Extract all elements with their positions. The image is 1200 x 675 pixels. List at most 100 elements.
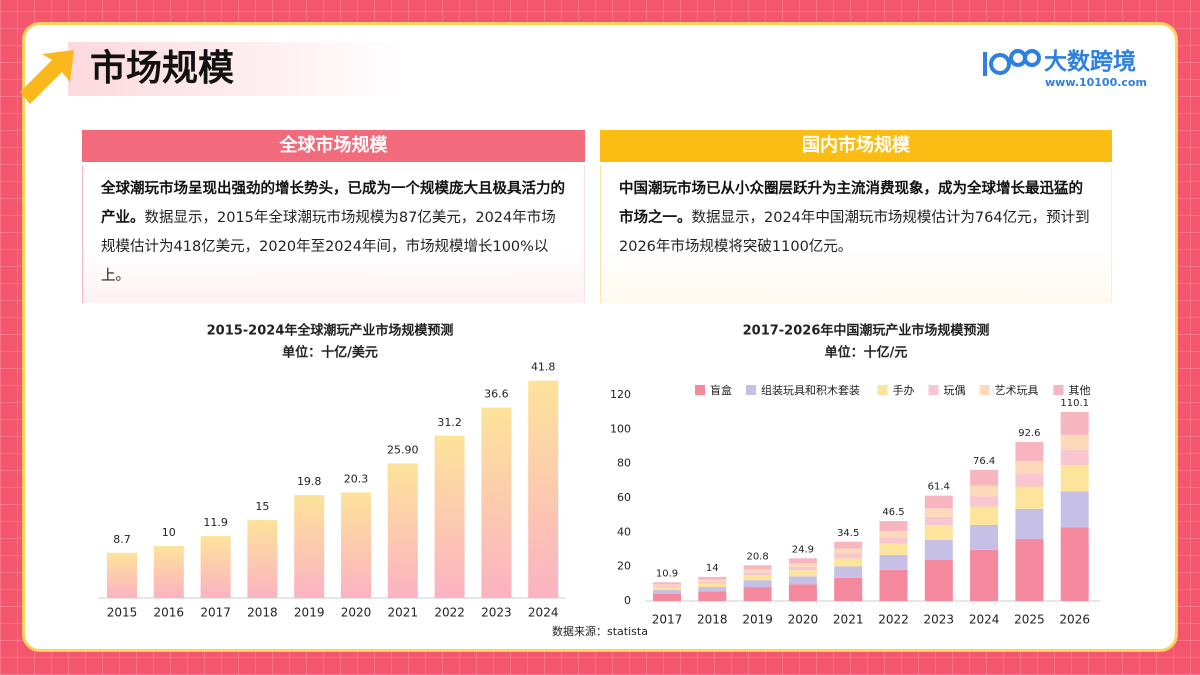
total-label: 34.5	[837, 528, 859, 539]
bar	[387, 463, 418, 598]
x-tick-label: 2019	[294, 606, 325, 620]
x-tick-label: 2018	[697, 613, 728, 627]
total-label: 92.6	[1018, 428, 1040, 439]
bar-segment	[924, 559, 953, 601]
bar	[153, 546, 184, 598]
x-tick-label: 2026	[1059, 613, 1090, 627]
value-label: 41.8	[531, 361, 556, 374]
bar-segment	[834, 541, 863, 549]
bar-segment	[653, 593, 681, 601]
x-tick-label: 2016	[154, 606, 185, 620]
bar-segment	[743, 569, 772, 573]
bar-segment	[743, 575, 772, 581]
legend-label: 艺术玩具	[995, 384, 1039, 397]
x-tick-label: 2022	[878, 613, 909, 627]
x-tick-label: 2019	[742, 613, 773, 627]
bar-segment	[788, 584, 817, 601]
legend-swatch	[877, 385, 888, 395]
x-tick-label: 2018	[247, 606, 278, 620]
x-tick-label: 2024	[528, 606, 559, 620]
bar	[200, 536, 231, 598]
bar-segment	[698, 576, 727, 580]
panel-text: 中国潮玩市场已从小众圈层跃升为主流消费现象，成为全球增长最迅猛的市场之一。数据显…	[600, 165, 1112, 303]
bar-segment	[1060, 411, 1089, 435]
legend-swatch	[1053, 385, 1064, 395]
bar-segment	[1015, 508, 1044, 540]
legend-label: 其他	[1069, 384, 1091, 397]
bar-segment	[788, 558, 817, 564]
bar-segment	[698, 586, 727, 592]
bar-segment	[970, 485, 999, 497]
bar-segment	[834, 558, 863, 567]
total-label: 46.5	[882, 507, 904, 518]
arrow-icon	[20, 50, 74, 104]
bar-segment	[879, 554, 908, 570]
bar-segment	[698, 581, 727, 584]
x-tick-label: 2017	[200, 606, 231, 620]
bar	[341, 492, 371, 598]
x-tick-label: 2022	[434, 606, 465, 620]
source: 数据来源：statista	[552, 624, 648, 638]
bar-segment	[1060, 465, 1089, 492]
bar	[247, 520, 278, 598]
bar-segment	[1015, 442, 1044, 462]
x-tick-label: 2023	[924, 613, 955, 627]
bar-segment	[879, 521, 908, 531]
bar-segment	[1060, 434, 1089, 450]
bar-segment	[788, 566, 817, 571]
bar-segment	[924, 539, 953, 560]
total-label: 20.8	[746, 551, 768, 562]
bar	[434, 435, 465, 598]
x-tick-label: 2021	[388, 606, 419, 620]
body-text: 数据显示，2024年中国潮玩市场规模估计为764亿元，预计到2026年市场规模将…	[619, 210, 1090, 255]
y-tick-label: 0	[624, 594, 631, 607]
total-label: 10.9	[656, 568, 678, 579]
x-tick-label: 2017	[652, 613, 683, 627]
bar-segment	[879, 537, 908, 544]
legend-label: 组装玩具和积木套装	[761, 383, 860, 397]
y-tick-label: 100	[610, 422, 631, 435]
value-label: 10	[162, 526, 176, 539]
x-tick-label: 2021	[833, 613, 864, 627]
bar-segment	[879, 543, 908, 555]
bar-segment	[1015, 486, 1044, 509]
bar-segment	[653, 587, 681, 591]
slide-title: 市场规模	[90, 48, 235, 89]
bar-segment	[743, 580, 772, 588]
bar-segment	[1060, 449, 1089, 466]
bar-segment	[970, 469, 999, 486]
bold-text: 中国潮玩市场已从小众圈层跃升为主流消费现象，成为全球增长最迅猛的市场之一。	[619, 181, 1083, 226]
bar-segment	[924, 495, 953, 509]
total-label: 61.4	[928, 482, 950, 493]
bar-segment	[653, 582, 681, 585]
bold-text: 全球潮玩市场呈现出强劲的增长势头，已成为一个规模庞大且极具活力的产业。	[101, 181, 565, 226]
value-label: 8.7	[113, 533, 131, 546]
chart-subtitle: 单位：十亿/元	[825, 345, 908, 361]
panel-heading: 国内市场规模	[600, 130, 1112, 162]
x-tick-label: 2023	[481, 606, 512, 620]
x-tick-label: 2020	[341, 606, 372, 620]
bar-segment	[698, 583, 727, 587]
bar-segment	[970, 506, 999, 525]
y-tick-label: 60	[617, 491, 631, 504]
bar-segment	[1060, 491, 1089, 528]
bar	[107, 552, 137, 598]
bar-segment	[834, 548, 863, 554]
x-tick-label: 2025	[1014, 613, 1045, 627]
value-label: 25.90	[387, 443, 419, 456]
body-text: 数据显示，2015年全球潮玩市场规模为87亿美元，2024年市场规模估计为418…	[101, 210, 556, 284]
value-label: 36.6	[484, 388, 509, 401]
bar-segment	[834, 566, 863, 578]
legend-label: 盲盒	[710, 383, 732, 397]
bar-segment	[970, 496, 999, 507]
chart-title: 2015-2024年全球潮玩产业市场规模预测	[207, 323, 454, 339]
bar-segment	[788, 570, 817, 577]
legend-swatch	[928, 385, 939, 395]
total-label: 110.1	[1060, 398, 1089, 409]
total-label: 24.9	[792, 544, 814, 555]
bar-segment	[970, 524, 999, 550]
bar	[481, 407, 512, 598]
x-tick-label: 2020	[788, 613, 819, 627]
legend-label: 玩偶	[944, 384, 966, 397]
